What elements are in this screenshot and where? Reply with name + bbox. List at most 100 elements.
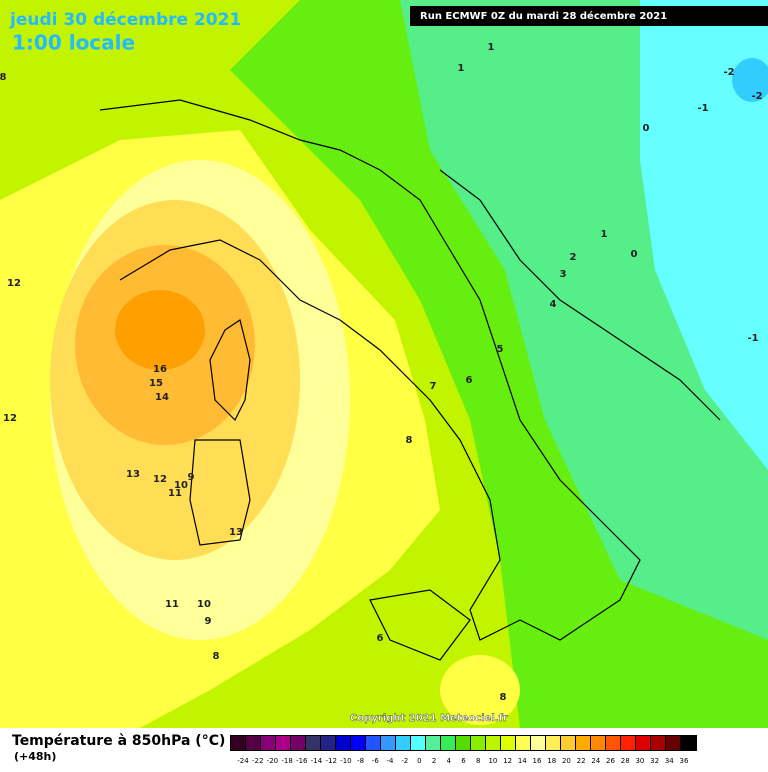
scale-swatch bbox=[486, 736, 500, 750]
scale-label: -22 bbox=[252, 757, 263, 765]
scale-swatch bbox=[666, 736, 680, 750]
contour-label: 11 bbox=[165, 599, 179, 610]
contour-label: 12 bbox=[3, 413, 17, 424]
scale-label: 10 bbox=[488, 757, 497, 765]
scale-label: -24 bbox=[237, 757, 249, 765]
scale-swatch bbox=[261, 736, 275, 750]
scale-swatch bbox=[291, 736, 305, 750]
contour-label: 0 bbox=[643, 123, 650, 134]
run-info: Run ECMWF 0Z du mardi 28 décembre 2021 bbox=[420, 10, 667, 22]
contour-label: 8 bbox=[500, 692, 507, 703]
time: 1:00 locale bbox=[12, 31, 135, 55]
footer-title: Température à 850hPa (°C) bbox=[12, 733, 225, 749]
scale-swatch bbox=[276, 736, 290, 750]
coastline bbox=[439, 169, 721, 421]
scale-label: -16 bbox=[296, 757, 308, 765]
temp-zone bbox=[115, 290, 205, 370]
contour-label: 1 bbox=[488, 42, 495, 53]
scale-label: -8 bbox=[357, 757, 364, 765]
scale-label: -10 bbox=[340, 757, 351, 765]
scale-swatch bbox=[321, 736, 335, 750]
scale-label: -20 bbox=[267, 757, 278, 765]
contour-label: 9 bbox=[188, 472, 195, 483]
scale-swatch bbox=[246, 736, 260, 750]
scale-swatch bbox=[516, 736, 530, 750]
contour-label: 11 bbox=[168, 488, 182, 499]
contour-label: 6 bbox=[466, 375, 473, 386]
scale-swatch bbox=[366, 736, 380, 750]
scale-label: 26 bbox=[606, 757, 615, 765]
contour-label: 14 bbox=[155, 392, 169, 403]
scale-swatch bbox=[426, 736, 440, 750]
scale-swatch bbox=[351, 736, 365, 750]
contour-label: 12 bbox=[7, 278, 21, 289]
scale-swatch bbox=[591, 736, 605, 750]
date: jeudi 30 décembre 2021 bbox=[9, 10, 241, 30]
scale-label: 24 bbox=[591, 757, 600, 765]
scale-label: 8 bbox=[476, 757, 480, 765]
temp-zone bbox=[732, 58, 768, 102]
scale-label: 22 bbox=[577, 757, 586, 765]
contour-label: 16 bbox=[153, 364, 167, 375]
contour-label: -2 bbox=[751, 91, 762, 102]
scale-label: 30 bbox=[635, 757, 644, 765]
island bbox=[369, 589, 471, 661]
scale-swatch bbox=[396, 736, 410, 750]
scale-label: 2 bbox=[432, 757, 436, 765]
scale-label: -12 bbox=[325, 757, 336, 765]
contour-label: 8 bbox=[0, 72, 7, 83]
scale-swatch bbox=[411, 736, 425, 750]
contour-label: 8 bbox=[213, 651, 220, 662]
scale-label: 16 bbox=[533, 757, 542, 765]
copyright: Copyright 2021 Meteociel.fr bbox=[350, 713, 508, 724]
scale-swatch bbox=[561, 736, 575, 750]
scale-swatch bbox=[636, 736, 650, 750]
scale-label: 4 bbox=[447, 757, 452, 765]
temp-zone bbox=[640, 0, 768, 470]
scale-swatch bbox=[576, 736, 590, 750]
scale-label: -18 bbox=[281, 757, 292, 765]
footer-subtitle: (+48h) bbox=[14, 750, 56, 763]
contour-label: 1 bbox=[458, 63, 465, 74]
scale-swatch bbox=[681, 736, 695, 750]
scale-label: -4 bbox=[387, 757, 395, 765]
run-box bbox=[410, 6, 768, 26]
scale-swatch bbox=[501, 736, 515, 750]
contour-label: 4 bbox=[550, 299, 557, 310]
coastlines bbox=[99, 99, 721, 661]
contour-label: 9 bbox=[205, 616, 212, 627]
contour-label: 3 bbox=[560, 269, 567, 280]
scale-swatch bbox=[546, 736, 560, 750]
contour-label: 10 bbox=[197, 599, 211, 610]
contour-label: 13 bbox=[126, 469, 140, 480]
contour-label: 13 bbox=[229, 527, 243, 538]
contour-label: -2 bbox=[723, 67, 734, 78]
scale-swatch bbox=[651, 736, 665, 750]
contour-label: -1 bbox=[697, 103, 708, 114]
contour-label: 1 bbox=[601, 229, 608, 240]
scale-swatch bbox=[231, 736, 245, 750]
contour-label: 6 bbox=[377, 633, 384, 644]
scale-swatch bbox=[471, 736, 485, 750]
scale-label: -2 bbox=[401, 757, 408, 765]
scale-swatch bbox=[621, 736, 635, 750]
scale-label: -14 bbox=[311, 757, 323, 765]
coastline bbox=[99, 99, 641, 641]
contour-label: 15 bbox=[149, 378, 163, 389]
scale-label: 12 bbox=[503, 757, 512, 765]
contour-label: 2 bbox=[570, 252, 577, 263]
scale-label: -6 bbox=[372, 757, 380, 765]
scale-label: 18 bbox=[547, 757, 556, 765]
scale-swatch bbox=[606, 736, 620, 750]
scale-swatch bbox=[531, 736, 545, 750]
scale-label: 32 bbox=[650, 757, 659, 765]
island bbox=[189, 439, 251, 546]
contour-label: 10 bbox=[174, 480, 188, 491]
scale-label: 28 bbox=[621, 757, 630, 765]
color-scale: -24 -22 -20 -18 -16 -14 -12 -10 -8 -6 -4 -2 0 2 4 6 8 10 1… bbox=[230, 735, 697, 765]
contour-label: 12 bbox=[153, 474, 167, 485]
scale-label: 36 bbox=[680, 757, 689, 765]
